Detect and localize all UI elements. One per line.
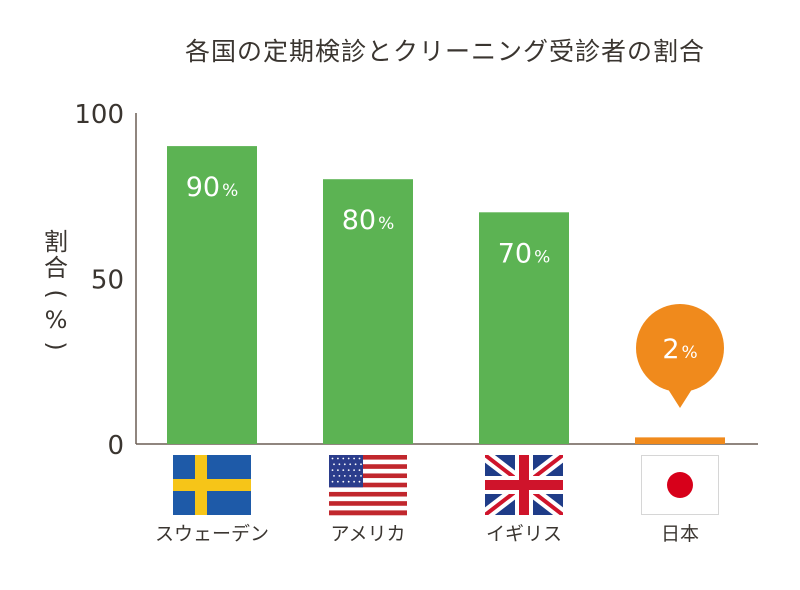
y-axis-label-char: % (45, 306, 68, 334)
flags (173, 455, 719, 516)
x-tick-label: スウェーデン (155, 523, 269, 545)
y-tick-label: 0 (107, 431, 124, 461)
sweden-flag (173, 455, 251, 515)
bar (635, 437, 725, 444)
category-labels: スウェーデン アメリカ イギリス 日本 (155, 523, 699, 545)
y-tick-label: 100 (74, 100, 124, 130)
value-label: 70% (498, 238, 551, 269)
x-tick-label: アメリカ (330, 523, 405, 545)
value-label: 2% (662, 334, 697, 365)
bars (167, 146, 725, 444)
uk-flag (485, 455, 563, 515)
callout: 2% (636, 304, 724, 408)
y-axis-label-char: 合 (44, 254, 68, 282)
chart-title: 各国の定期検診とクリーニング受診者の割合 (185, 37, 705, 66)
y-axis-label-char: 割 (44, 228, 68, 256)
callout-pointer (666, 386, 694, 408)
x-tick-label: イギリス (486, 523, 562, 545)
callout-bubble (636, 304, 724, 392)
y-axis-label: 割合 (%) (42, 228, 70, 351)
bar (323, 179, 413, 444)
value-labels: 90 % 80 % 70% (186, 172, 551, 269)
japan-flag (641, 455, 719, 515)
y-axis-ticks: 0 50 100 (74, 100, 124, 461)
y-axis-label-char: ( (42, 289, 70, 298)
value-label: 80% (342, 205, 395, 236)
bar (479, 212, 569, 444)
y-tick-label: 50 (91, 266, 124, 296)
value-label: 90% (186, 172, 239, 203)
x-tick-label: 日本 (661, 523, 699, 545)
y-axis-label-char: ) (42, 341, 70, 350)
usa-flag (329, 455, 407, 516)
bar (167, 146, 257, 444)
